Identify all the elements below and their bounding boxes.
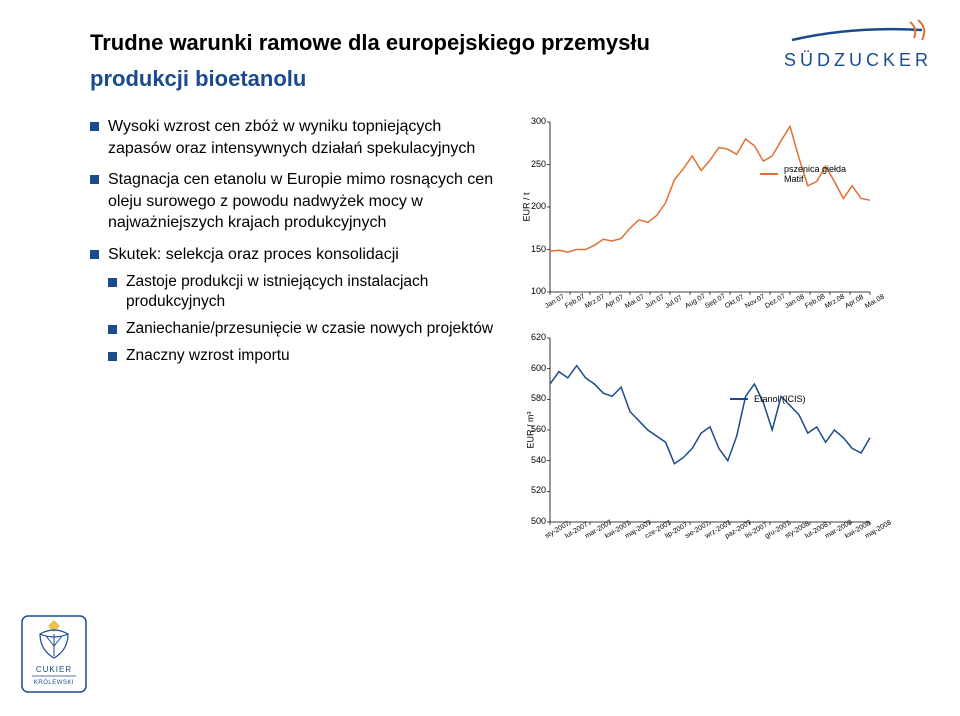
y-tick-label: 250 bbox=[524, 159, 546, 169]
svg-text:CUKIER: CUKIER bbox=[36, 665, 72, 674]
cukier-krolewski-logo: CUKIER KRÓLEWSKI bbox=[20, 614, 88, 694]
bullet-item: Wysoki wzrost cen zbóż w wyniku topnieją… bbox=[90, 116, 500, 159]
bullet-item: Skutek: selekcja oraz proces konsolidacj… bbox=[90, 244, 500, 367]
y-tick-label: 150 bbox=[524, 244, 546, 254]
chart-legend: pszenica giełda Matif bbox=[760, 164, 846, 184]
y-tick-label: 580 bbox=[524, 393, 546, 403]
bullet-list: Wysoki wzrost cen zbóż w wyniku topnieją… bbox=[90, 116, 500, 562]
y-tick-label: 600 bbox=[524, 363, 546, 373]
slide-page: SÜDZUCKER Trudne warunki ramowe dla euro… bbox=[0, 0, 960, 716]
bullet-subitem: Zastoje produkcji w istniejących instala… bbox=[108, 272, 500, 314]
y-tick-label: 300 bbox=[524, 116, 546, 126]
legend-line-icon bbox=[760, 173, 778, 175]
bullet-subitem: Znaczny wzrost importu bbox=[108, 346, 500, 367]
y-axis-label: EUR / t bbox=[522, 192, 532, 221]
legend-label: Etanol (ICIS) bbox=[754, 394, 806, 404]
legend-label: pszenica giełda Matif bbox=[784, 164, 846, 184]
y-tick-label: 520 bbox=[524, 485, 546, 495]
legend-line-icon bbox=[730, 398, 748, 400]
series-line bbox=[550, 126, 870, 252]
chart-legend: Etanol (ICIS) bbox=[730, 394, 806, 404]
charts-column: 100150200250300Jan.07Feb.07Mrz.07Apr.07M… bbox=[510, 116, 920, 562]
y-tick-label: 540 bbox=[524, 455, 546, 465]
wheat-price-chart: 100150200250300Jan.07Feb.07Mrz.07Apr.07M… bbox=[510, 116, 880, 326]
y-tick-label: 620 bbox=[524, 332, 546, 342]
sudzucker-swoosh-icon bbox=[782, 18, 932, 46]
cukier-logo-icon: CUKIER KRÓLEWSKI bbox=[20, 614, 88, 694]
y-tick-label: 500 bbox=[524, 516, 546, 526]
sudzucker-brand-text: SÜDZUCKER bbox=[784, 50, 932, 71]
ethanol-price-chart: 500520540560580600620sty-2007lut-2007mar… bbox=[510, 332, 880, 562]
sudzucker-logo: SÜDZUCKER bbox=[742, 18, 932, 78]
chart-svg bbox=[510, 116, 880, 326]
series-line bbox=[550, 366, 870, 464]
y-axis-label: EUR / m³ bbox=[526, 412, 536, 449]
bullet-subitem: Zaniechanie/przesunięcie w czasie nowych… bbox=[108, 319, 500, 340]
svg-text:KRÓLEWSKI: KRÓLEWSKI bbox=[34, 679, 74, 686]
bullet-item: Stagnacja cen etanolu w Europie mimo ros… bbox=[90, 169, 500, 234]
y-tick-label: 100 bbox=[524, 286, 546, 296]
content-row: Wysoki wzrost cen zbóż w wyniku topnieją… bbox=[90, 116, 920, 562]
